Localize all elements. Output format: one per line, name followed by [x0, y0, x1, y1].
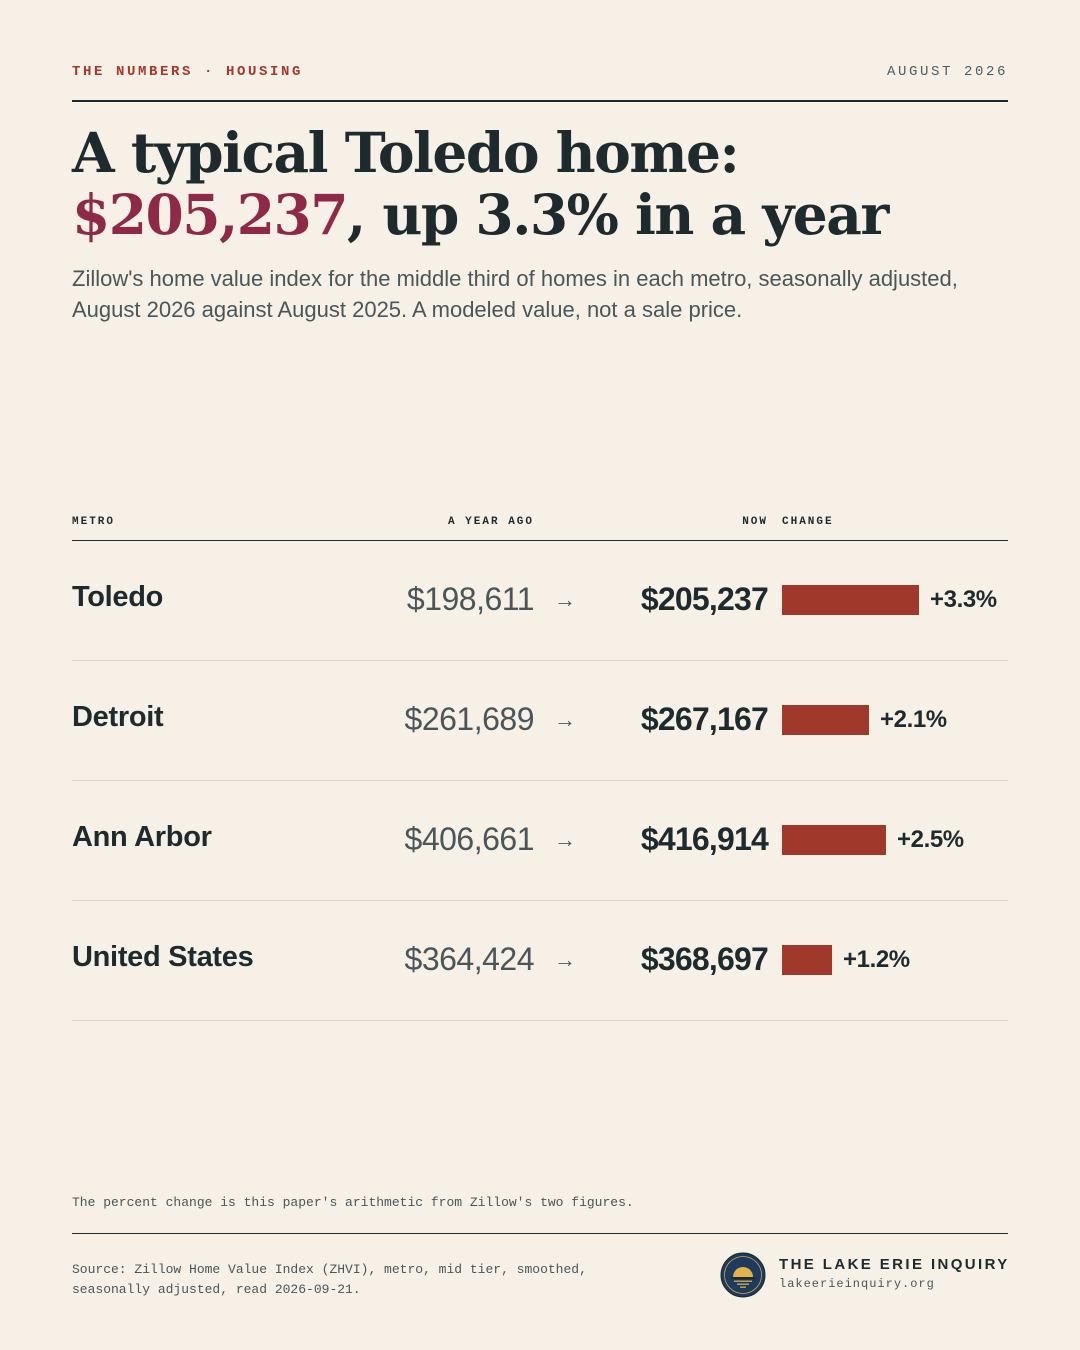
section-kicker: THE NUMBERS · HOUSING — [72, 64, 304, 80]
arrow-icon: → — [554, 707, 576, 732]
issue-date: AUGUST 2026 — [886, 64, 1008, 80]
year-ago-value: $406,661 — [404, 821, 535, 857]
now-value: $368,697 — [640, 941, 769, 977]
brand-url[interactable]: lakeerieinquiry.org — [779, 1277, 935, 1291]
brand-name: THE LAKE ERIE INQUIRY — [779, 1256, 1010, 1273]
source-line: Source: Zillow Home Value Index (ZHVI), … — [72, 1262, 587, 1297]
metro-name: Toledo — [72, 581, 164, 613]
now-value: $205,237 — [640, 581, 769, 617]
dek: Zillow's home value index for the middle… — [72, 266, 958, 322]
data-table: Toledo $198,611 → $205,237 +3.3% Detroit $261,… — [72, 541, 1008, 1021]
headline-rest: , up 3.3% in a year — [347, 182, 889, 247]
change-label: +3.3% — [930, 586, 997, 613]
metro-name: United States — [72, 941, 254, 973]
table-row: Ann Arbor $406,661 → $416,914 +2.5% — [72, 781, 1008, 901]
table-row: United States $364,424 → $368,697 +1.2% — [72, 901, 1008, 1021]
change-label: +2.5% — [897, 826, 964, 853]
header-rule — [72, 540, 1008, 541]
lake-erie-seal-icon — [720, 1252, 766, 1298]
top-bar: THE NUMBERS · HOUSING AUGUST 2026 — [72, 60, 1008, 102]
column-header-now: NOW — [742, 516, 768, 528]
column-header-metro: METRO — [72, 516, 116, 528]
now-value: $416,914 — [640, 821, 769, 857]
change-bar — [782, 825, 886, 855]
year-ago-value: $198,611 — [406, 581, 535, 617]
headline-line1: A typical Toledo home: — [72, 120, 740, 185]
headline-value: $205,237 — [72, 182, 349, 247]
change-bar — [782, 945, 832, 975]
metro-name: Ann Arbor — [72, 821, 212, 853]
change-bar — [782, 705, 869, 735]
method-note: The percent change is this paper's arith… — [72, 1195, 634, 1210]
change-label: +2.1% — [880, 706, 947, 733]
year-ago-value: $261,689 — [404, 701, 535, 737]
headline: A typical Toledo home: $205,237, up 3.3%… — [72, 122, 1032, 246]
arrow-icon: → — [554, 587, 576, 612]
arrow-icon: → — [554, 827, 576, 852]
table-row: Detroit $261,689 → $267,167 +2.1% — [72, 661, 1008, 781]
column-header-year-ago: A YEAR AGO — [447, 516, 534, 528]
now-value: $267,167 — [640, 701, 769, 737]
change-bar — [782, 585, 919, 615]
column-header-change: CHANGE — [782, 516, 834, 528]
arrow-icon: → — [554, 947, 576, 972]
year-ago-value: $364,424 — [404, 941, 535, 977]
table-row: Toledo $198,611 → $205,237 +3.3% — [72, 541, 1008, 661]
metro-name: Detroit — [72, 701, 164, 733]
footer-rule — [72, 1233, 1008, 1234]
change-label: +1.2% — [843, 946, 910, 973]
